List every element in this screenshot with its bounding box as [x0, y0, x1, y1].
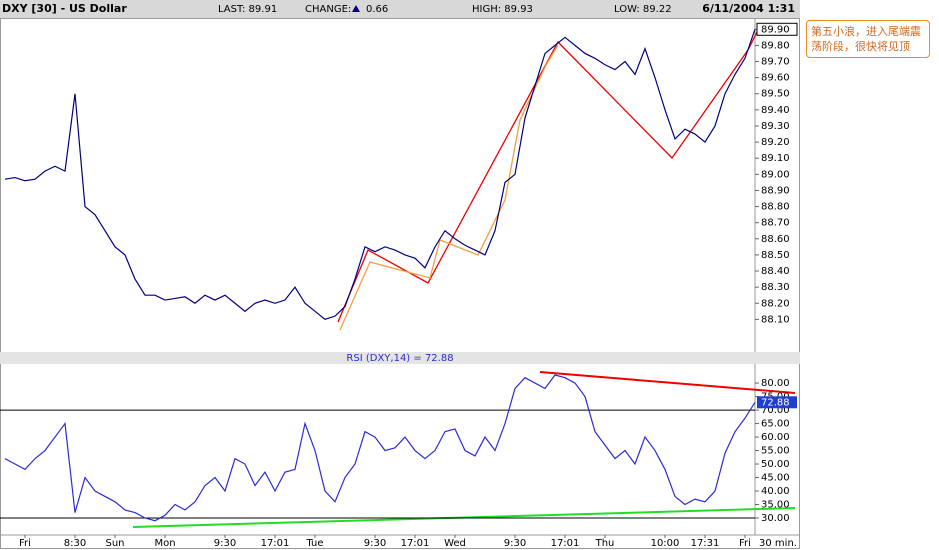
y-tick-label: 89.80	[761, 40, 790, 51]
series-line	[4, 29, 756, 321]
x-tick-label: Thu	[595, 538, 615, 549]
x-tick-label: 9:30	[214, 538, 236, 549]
x-tick-label: Wed	[444, 538, 466, 549]
y-tick-label: 55.00	[761, 446, 790, 457]
symbol: DXY [30] - US Dollar	[2, 2, 127, 15]
low: LOW: 89.22	[614, 4, 672, 15]
date: 6/11/2004 1:31	[702, 2, 795, 15]
y-tick-label: 89.30	[761, 121, 790, 132]
y-tick-label: 45.00	[761, 473, 790, 484]
arrow-line	[747, 29, 759, 51]
y-tick-label: 88.60	[761, 234, 790, 245]
y-tick-label: 60.00	[761, 432, 790, 443]
x-tick-label: 17:01	[551, 538, 580, 549]
y-tick-label: 89.50	[761, 89, 790, 100]
x-tick-label: Fri	[739, 538, 751, 549]
x-tick-label: 10:00	[651, 538, 680, 549]
frame	[0, 18, 800, 549]
x-tick-label: Sun	[105, 538, 124, 549]
wave-line	[337, 40, 749, 323]
y-tick-label: 88.10	[761, 314, 790, 325]
tick-highlight	[756, 22, 798, 36]
y-tick-label: 88.70	[761, 218, 790, 229]
high: HIGH: 89.93	[472, 4, 533, 15]
x-tick-label: 17:31	[691, 538, 720, 549]
x-tick-label: 17:01	[261, 538, 290, 549]
y-tick-label: 89.40	[761, 105, 790, 116]
last: LAST: 89.91	[218, 4, 277, 15]
y-tick-label: 89.00	[761, 169, 790, 180]
rsi-resistance	[539, 371, 796, 394]
sub-wave-line	[339, 44, 559, 331]
y-tick-label: 88.30	[761, 282, 790, 293]
y-tick-label: 89.60	[761, 73, 790, 84]
y-tick-label: 30.00	[761, 513, 790, 524]
y-tick-label: 65.00	[761, 419, 790, 430]
y-tick-label: 80.00	[761, 378, 790, 389]
y-tick-label: 40.00	[761, 486, 790, 497]
x-tick-label: 9:30	[364, 538, 386, 549]
y-tick-label: 88.50	[761, 250, 790, 261]
y-tick-label: 89.10	[761, 153, 790, 164]
y-tick-label: 88.20	[761, 298, 790, 309]
series-line	[4, 374, 756, 522]
y-tick-label: 50.00	[761, 459, 790, 470]
rsi-bar	[0, 352, 800, 364]
interval: 30 min.	[759, 538, 797, 549]
change: 0.66	[366, 4, 388, 15]
trendlines	[132, 29, 796, 528]
y-tick-label: 70.00	[761, 405, 790, 416]
y-tick-label: 88.80	[761, 202, 790, 213]
y-tick-label: 89.20	[761, 137, 790, 148]
last-value-label: 72.88	[761, 397, 790, 408]
x-tick-label: 17:01	[401, 538, 430, 549]
x-tick-label: Fri	[19, 538, 31, 549]
y-tick-label: 88.40	[761, 266, 790, 277]
header-bar	[0, 0, 800, 18]
change-arrow	[352, 5, 360, 12]
x-tick-label: 9:30	[504, 538, 526, 549]
y-tick-label: 89.90	[761, 24, 790, 35]
x-tick-label: Mon	[154, 538, 175, 549]
x-tick-label: Tue	[305, 538, 323, 549]
y-tick-label: 88.90	[761, 185, 790, 196]
last-value-box	[757, 396, 797, 409]
y-tick-label: 35.00	[761, 500, 790, 511]
rsi-title: RSI (DXY,14) = 72.88	[346, 353, 453, 364]
x-tick-label: 8:30	[64, 538, 86, 549]
change-label: CHANGE:	[305, 4, 351, 15]
y-tick-label: 89.70	[761, 57, 790, 68]
annotation: 第五小浪，进入尾端震荡阶段，很快将见顶	[806, 20, 930, 58]
